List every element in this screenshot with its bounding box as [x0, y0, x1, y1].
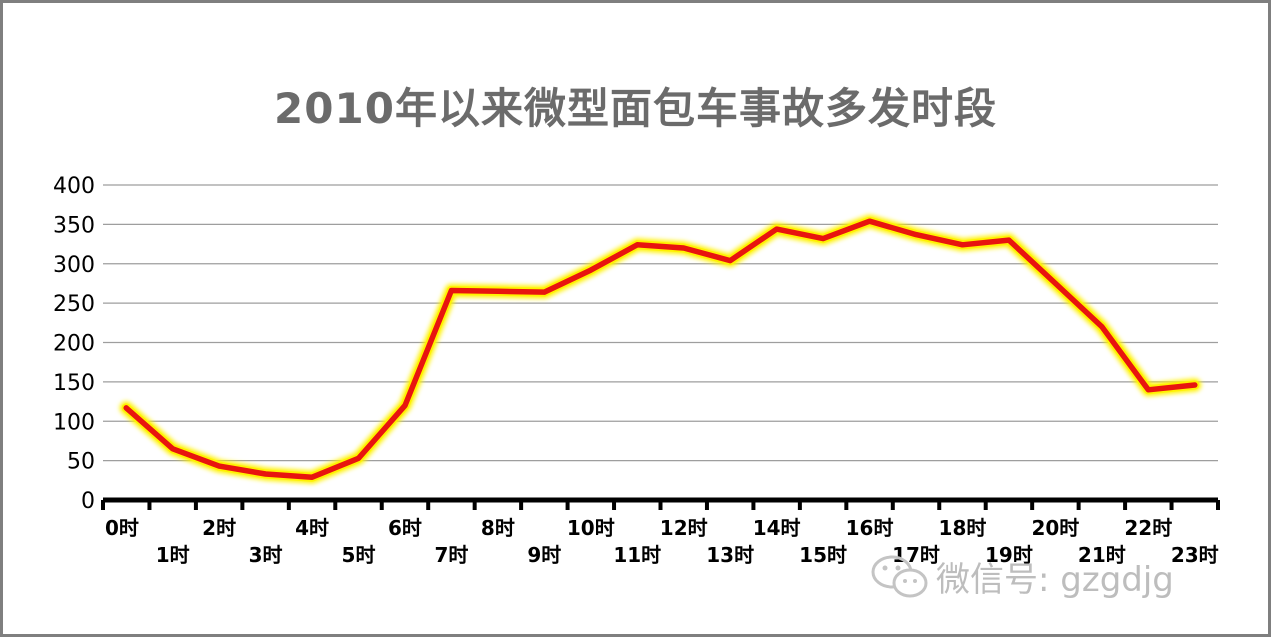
x-tick-label: 11时	[613, 543, 661, 567]
y-tick-label: 150	[53, 371, 95, 396]
x-tick-label: 8时	[481, 516, 515, 540]
x-tick-label: 0时	[105, 516, 139, 540]
data-point-20时	[1052, 280, 1058, 286]
data-point-5时	[356, 455, 362, 461]
data-point-2时	[216, 463, 222, 469]
x-tick-label: 18时	[939, 516, 987, 540]
series-line-outline	[121, 216, 1200, 482]
data-point-1时	[170, 446, 176, 452]
x-tick-label: 17时	[892, 543, 940, 567]
y-tick-label: 200	[53, 332, 95, 357]
chart-title: 2010年以来微型面包车事故多发时段	[274, 84, 997, 133]
series-line-main	[123, 218, 1198, 480]
x-tick-label: 21时	[1078, 543, 1126, 567]
data-point-21时	[1099, 324, 1105, 330]
x-tick-label: 23时	[1171, 543, 1219, 567]
x-tick-label: 20时	[1031, 516, 1079, 540]
watermark-text: 微信号: gzgdjg	[936, 560, 1174, 600]
x-tick-label: 15时	[799, 543, 847, 567]
data-point-7时	[448, 288, 454, 294]
data-point-17时	[913, 232, 919, 238]
wechat-icon	[871, 555, 928, 597]
x-tick-label: 5时	[342, 543, 376, 567]
x-tick-label: 7时	[434, 543, 468, 567]
x-tick-label: 12时	[660, 516, 708, 540]
data-point-18时	[959, 242, 965, 248]
x-tick-label: 4时	[295, 516, 329, 540]
data-point-9时	[541, 289, 547, 295]
data-point-12时	[681, 245, 687, 251]
data-point-16时	[867, 218, 873, 224]
data-point-22时	[1145, 387, 1151, 393]
x-tick-label: 1时	[156, 543, 190, 567]
x-tick-label: 14时	[753, 516, 801, 540]
x-tick-label: 3时	[249, 543, 283, 567]
data-point-14时	[774, 226, 780, 232]
series-points	[123, 218, 1198, 480]
data-point-19时	[1006, 237, 1012, 243]
data-point-15时	[820, 236, 826, 242]
y-tick-label: 300	[53, 253, 95, 278]
y-tick-label: 400	[53, 174, 95, 199]
x-axis	[101, 497, 1220, 510]
y-tick-label: 350	[53, 213, 95, 238]
x-tick-label: 6时	[388, 516, 422, 540]
x-tick-label: 10时	[567, 516, 615, 540]
data-point-8时	[495, 288, 501, 294]
x-tick-label: 2时	[202, 516, 236, 540]
series-line	[119, 214, 1202, 484]
data-point-23时	[1192, 382, 1198, 388]
x-tick-label: 13时	[706, 543, 754, 567]
data-point-4时	[309, 474, 315, 480]
x-tick-label: 16时	[846, 516, 894, 540]
data-point-13时	[727, 258, 733, 264]
x-tick-label: 19时	[985, 543, 1033, 567]
x-tick-label: 22时	[1124, 516, 1172, 540]
y-axis-ticks: 0 50 100 150 200 250 300 350 400	[53, 174, 95, 514]
watermark: 微信号: gzgdjg	[870, 552, 1174, 601]
data-point-11时	[634, 242, 640, 248]
data-point-10时	[588, 267, 594, 273]
y-tick-label: 250	[53, 292, 95, 317]
grid-lines	[103, 184, 1218, 462]
y-tick-label: 100	[53, 410, 95, 435]
data-point-3时	[263, 471, 269, 477]
data-point-6时	[402, 403, 408, 408]
x-tick-label: 9时	[527, 543, 561, 567]
y-tick-label: 0	[81, 489, 95, 514]
y-tick-label: 50	[67, 450, 95, 475]
data-point-0时	[123, 405, 129, 411]
